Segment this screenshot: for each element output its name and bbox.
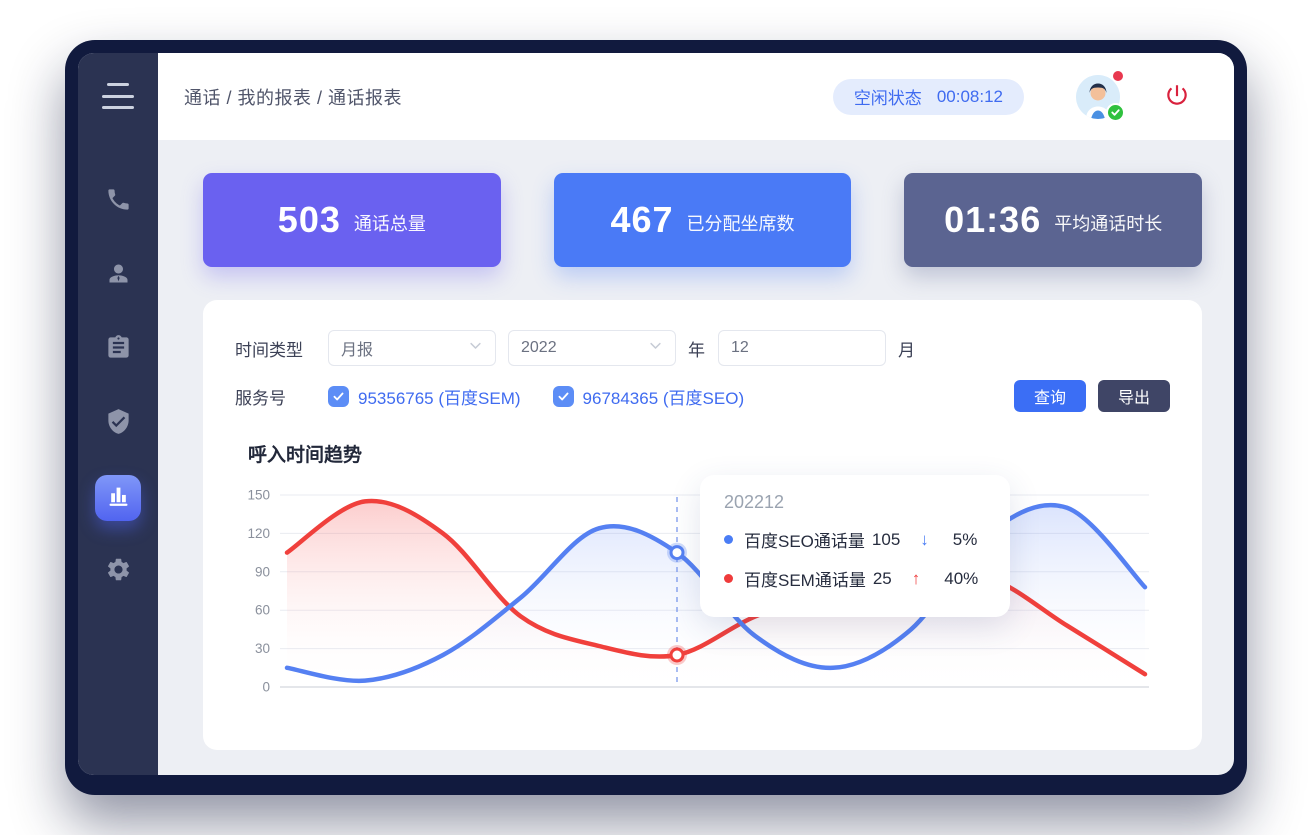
year-select[interactable]: 2022 — [508, 330, 676, 366]
export-button[interactable]: 导出 — [1097, 380, 1170, 412]
sidebar-item-calls[interactable] — [95, 179, 141, 225]
month-input[interactable] — [718, 330, 886, 366]
notification-dot — [1113, 70, 1123, 81]
clipboard-icon — [105, 334, 132, 366]
tooltip-series-name: 百度SEM通话量 — [744, 571, 866, 590]
stat-card-total-calls: 503 通话总量 — [203, 173, 501, 267]
agent-status-label: 空闲状态 — [853, 89, 922, 108]
tooltip-series-value: 25 — [872, 568, 892, 588]
svg-text:30: 30 — [255, 641, 270, 656]
year-value: 2022 — [521, 339, 557, 356]
trend-down-icon: ↓ — [920, 529, 929, 549]
sidebar-item-tasks[interactable] — [95, 327, 141, 373]
report-panel: 时间类型 月报 2022 年 月 — [203, 300, 1202, 750]
main-area: 通话 / 我的报表 / 通话报表 空闲状态 00:08:12 — [158, 53, 1234, 775]
tooltip-series-pct: 5% — [952, 529, 978, 549]
service-filter-row: 服务号 95356765 (百度SEM) 96784365 (百度SEO) 查询 — [235, 378, 1170, 414]
service-checkbox-sem[interactable]: 95356765 (百度SEM) — [328, 384, 521, 409]
stat-value: 01:36 — [944, 199, 1042, 240]
stats-row: 503 通话总量 467 已分配坐席数 01:36 平均通话时长 — [203, 173, 1203, 267]
trend-chart-container: 150 120 90 60 30 0 202212 百度SEO通话量 105 ↓ 5% — [235, 475, 1170, 723]
time-type-select[interactable]: 月报 — [328, 330, 496, 366]
action-buttons: 查询 导出 — [1013, 380, 1170, 412]
svg-text:60: 60 — [255, 603, 270, 618]
agent-status-timer: 00:08:12 — [936, 86, 1003, 106]
stat-label: 通话总量 — [353, 214, 426, 234]
service-checkbox-seo[interactable]: 96784365 (百度SEO) — [552, 384, 745, 409]
power-icon — [1164, 82, 1190, 111]
svg-text:90: 90 — [255, 564, 270, 579]
sidebar-item-security[interactable] — [95, 401, 141, 447]
trend-up-icon: ↑ — [911, 568, 921, 588]
svg-text:120: 120 — [247, 526, 270, 541]
avatar[interactable] — [1076, 70, 1125, 122]
series-dot-blue — [724, 535, 733, 544]
svg-text:0: 0 — [262, 680, 270, 695]
stat-card-assigned-agents: 467 已分配坐席数 — [553, 173, 852, 267]
phone-icon — [105, 186, 132, 218]
bar-chart-icon — [105, 482, 132, 514]
sidebar — [78, 53, 158, 775]
time-type-label: 时间类型 — [235, 340, 303, 360]
sidebar-item-settings[interactable] — [95, 549, 141, 595]
time-type-value: 月报 — [341, 342, 374, 359]
search-button[interactable]: 查询 — [1013, 380, 1086, 412]
series-dot-red — [724, 574, 733, 583]
chevron-down-icon — [468, 338, 483, 358]
stat-card-avg-duration: 01:36 平均通话时长 — [904, 173, 1203, 267]
checkbox-checked-icon — [328, 385, 349, 407]
top-header: 通话 / 我的报表 / 通话报表 空闲状态 00:08:12 — [158, 53, 1234, 140]
chart-title: 呼入时间趋势 — [248, 445, 363, 466]
service-item-label: 96784365 (百度SEO) — [582, 388, 745, 408]
svg-text:150: 150 — [247, 488, 270, 503]
chevron-down-icon — [648, 338, 663, 358]
agent-status-pill[interactable]: 空闲状态 00:08:12 — [832, 78, 1024, 115]
stat-value: 467 — [610, 199, 674, 240]
tooltip-date: 202212 — [724, 492, 785, 512]
tooltip-series-pct: 40% — [944, 568, 979, 588]
time-filter-row: 时间类型 月报 2022 年 月 — [235, 330, 1170, 366]
menu-toggle-button[interactable] — [101, 83, 135, 109]
checkbox-checked-icon — [552, 385, 574, 407]
logout-power-button[interactable] — [1164, 82, 1190, 111]
service-label: 服务号 — [235, 388, 286, 408]
chart-tooltip: 202212 百度SEO通话量 105 ↓ 5% — [700, 475, 1010, 617]
sidebar-item-contacts[interactable] — [95, 253, 141, 299]
breadcrumb[interactable]: 通话 / 我的报表 / 通话报表 — [184, 87, 403, 108]
year-unit-label: 年 — [688, 340, 705, 360]
app-window: 通话 / 我的报表 / 通话报表 空闲状态 00:08:12 — [78, 53, 1234, 775]
shield-check-icon — [105, 408, 132, 440]
online-check-badge — [1106, 102, 1125, 122]
tooltip-series-value: 105 — [871, 529, 901, 549]
stat-label: 平均通话时长 — [1054, 214, 1163, 234]
tooltip-row-seo: 百度SEO通话量 105 ↓ 5% — [724, 527, 986, 552]
month-unit-label: 月 — [898, 340, 915, 360]
user-icon — [105, 260, 132, 292]
app-window-frame: 通话 / 我的报表 / 通话报表 空闲状态 00:08:12 — [65, 40, 1247, 795]
service-item-label: 95356765 (百度SEM) — [358, 388, 521, 408]
stat-label: 已分配坐席数 — [686, 214, 795, 234]
stat-value: 503 — [277, 199, 341, 240]
tooltip-row-sem: 百度SEM通话量 25 ↑ 40% — [724, 566, 986, 591]
sidebar-nav — [95, 179, 141, 595]
trend-chart: 150 120 90 60 30 0 — [247, 488, 1149, 695]
gear-icon — [105, 556, 132, 588]
header-right: 空闲状态 00:08:12 — [832, 70, 1190, 122]
content: 503 通话总量 467 已分配坐席数 01:36 平均通话时长 — [158, 140, 1234, 775]
sidebar-item-reports[interactable] — [95, 475, 141, 521]
tooltip-series-name: 百度SEO通话量 — [744, 532, 865, 551]
